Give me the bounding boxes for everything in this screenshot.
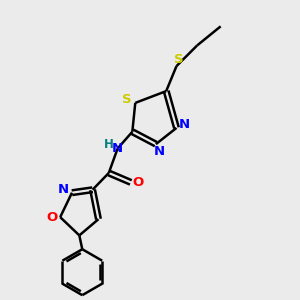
Text: O: O: [133, 176, 144, 189]
Text: H: H: [104, 138, 114, 151]
Text: N: N: [153, 145, 164, 158]
Text: O: O: [46, 211, 58, 224]
Text: S: S: [122, 93, 132, 106]
Text: N: N: [112, 142, 123, 155]
Text: N: N: [179, 118, 190, 131]
Text: S: S: [174, 53, 184, 66]
Text: N: N: [58, 183, 69, 196]
